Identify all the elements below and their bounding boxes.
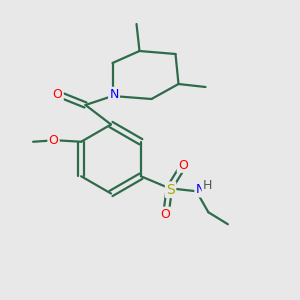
- Text: O: O: [178, 159, 188, 172]
- Text: N: N: [196, 183, 205, 196]
- Text: S: S: [166, 183, 175, 197]
- Text: O: O: [160, 208, 170, 221]
- Text: H: H: [203, 179, 212, 192]
- Text: O: O: [53, 88, 62, 101]
- Text: N: N: [109, 88, 119, 101]
- Text: O: O: [49, 134, 58, 147]
